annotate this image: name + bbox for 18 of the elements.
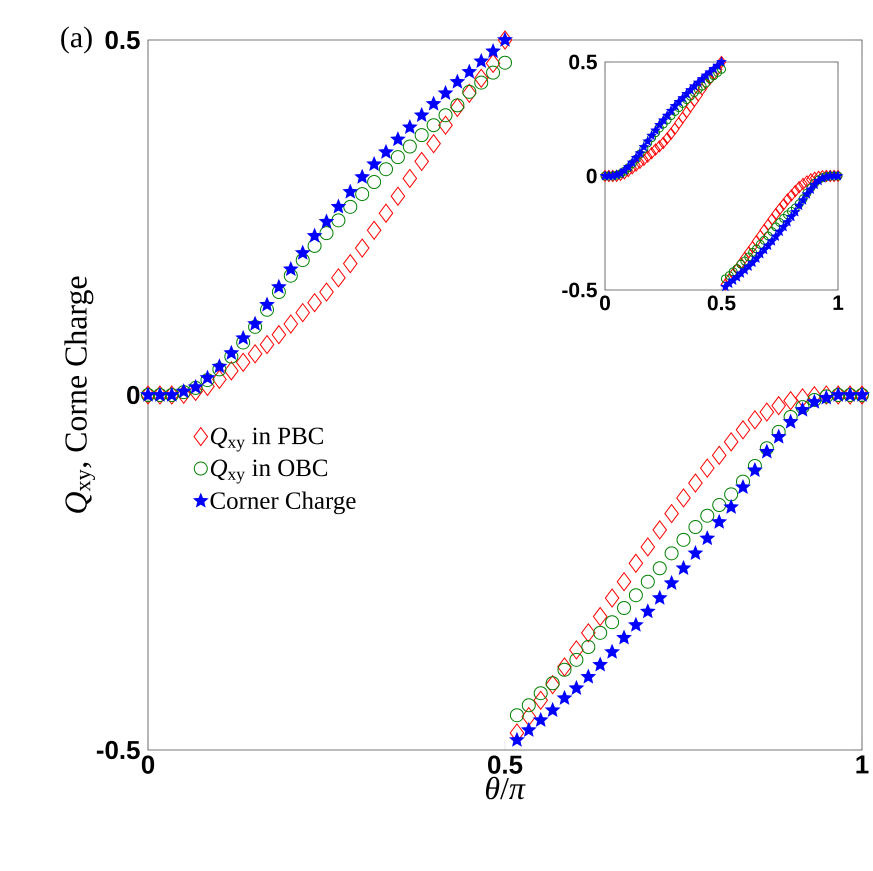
legend-label: Corner Charge	[210, 492, 356, 514]
y-tick-label: -0.5	[96, 740, 140, 760]
x-axis-title: θ/π	[486, 776, 526, 800]
legend-label: Q$_{xy}$ in PBC	[210, 428, 323, 452]
text: (a)	[61, 26, 92, 54]
x-tick-label: 0	[142, 756, 154, 774]
y-tick-label: -0.5	[562, 282, 597, 298]
y-tick-label: 0.5	[569, 54, 597, 70]
x-tick-label: 1	[834, 296, 844, 310]
x-tick-label: 1	[856, 756, 868, 774]
x-tick-label: 0	[600, 296, 610, 310]
x-tick-label: 0.5	[708, 296, 736, 310]
y-tick-label: 0	[586, 168, 597, 184]
x-tick-label: 0.5	[488, 756, 522, 774]
y-tick-label: 0	[127, 386, 140, 404]
legend-label: Q$_{xy}$ in OBC	[210, 460, 328, 484]
y-tick-label: 0.5	[106, 30, 140, 50]
y-axis-title: Q$_{xy}$, Corne Charge	[64, 276, 95, 513]
